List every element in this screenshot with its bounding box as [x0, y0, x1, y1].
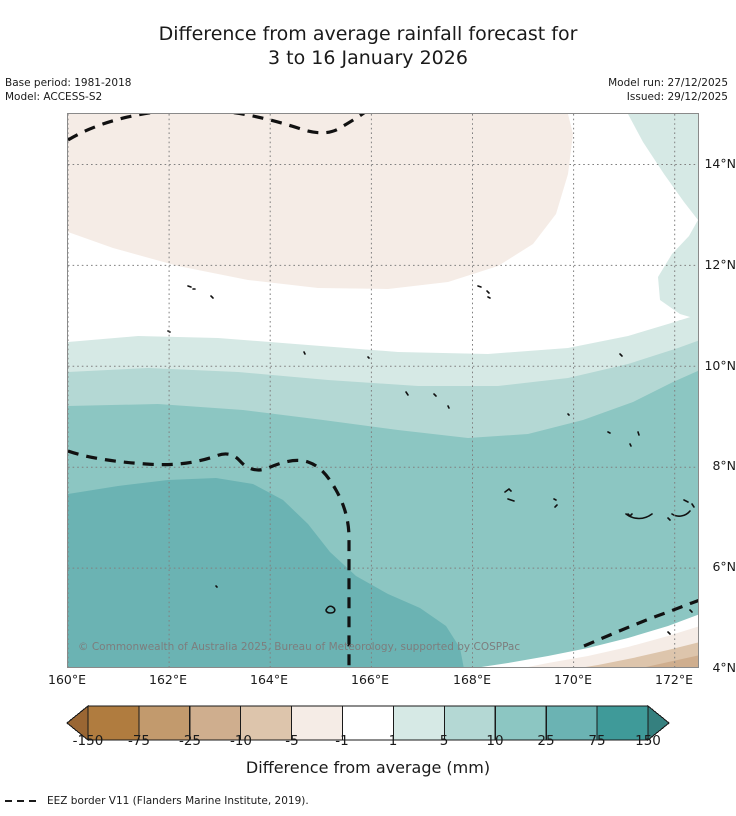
- eez-legend: EEZ border V11 (Flanders Marine Institut…: [5, 795, 309, 807]
- colorbar: [0, 700, 736, 746]
- colorbar-canvas: [66, 704, 670, 742]
- x-tick-168E: 168°E: [452, 672, 492, 687]
- region-north-east-slight-wet: [628, 114, 698, 320]
- model-label: Model: ACCESS-S2: [5, 91, 103, 103]
- y-tick-14N: 14°N: [704, 156, 736, 171]
- colorbar-tick--25: -25: [178, 733, 202, 749]
- colorbar-tick--5: -5: [285, 733, 299, 749]
- page-title-line1: Difference from average rainfall forecas…: [158, 23, 578, 45]
- region-north-west-dry-anomaly: [68, 114, 573, 289]
- eez-border-line: [68, 114, 698, 667]
- eez-legend-label: EEZ border V11 (Flanders Marine Institut…: [47, 795, 309, 807]
- y-tick-10N: 10°N: [704, 358, 736, 373]
- y-tick-4N: 4°N: [712, 660, 736, 675]
- colorbar-band--5-to--1: [291, 705, 344, 741]
- y-tick-8N: 8°N: [712, 458, 736, 473]
- colorbar-tick-5: 5: [439, 733, 449, 749]
- region-south-east-dry-2: [585, 642, 698, 667]
- colorbar-band--150-to--75: [87, 705, 140, 741]
- y-tick-12N: 12°N: [704, 257, 736, 272]
- base-period-label: Base period: 1981-2018: [5, 77, 132, 89]
- colorbar-tick--10: -10: [229, 733, 253, 749]
- colorbar-band--25-to--10: [189, 705, 242, 741]
- colorbar-band-10-to-25: [494, 705, 547, 741]
- model-run-label: Model run: 27/12/2025: [608, 77, 728, 89]
- colorbar-band-75-to-150: [596, 705, 649, 741]
- issued-label: Issued: 29/12/2025: [626, 91, 728, 103]
- page-title-line2: 3 to 16 January 2026: [268, 47, 468, 69]
- map-canvas: [68, 114, 698, 667]
- x-tick-166E: 166°E: [350, 672, 390, 687]
- x-tick-164E: 164°E: [249, 672, 289, 687]
- region-south-west-wet-25-75: [68, 478, 464, 667]
- colorbar-band--75-to--25: [138, 705, 191, 741]
- colorbar-tick--150: -150: [72, 733, 104, 749]
- colorbar-tick--1: -1: [335, 733, 349, 749]
- map-credit: © Commonwealth of Australia 2025, Bureau…: [78, 641, 521, 653]
- rainfall-anomaly-map: [67, 113, 699, 668]
- colorbar-cap-high: [647, 704, 670, 742]
- dashed-line-icon: [5, 800, 41, 802]
- colorbar-axis-label: Difference from average (mm): [245, 758, 491, 777]
- x-tick-162E: 162°E: [148, 672, 188, 687]
- colorbar-tick-1: 1: [388, 733, 398, 749]
- island-coastlines: [167, 285, 695, 635]
- colorbar-tick-75: 75: [588, 733, 606, 749]
- map-gridlines: [68, 114, 698, 667]
- region-south-east-dry-3: [646, 655, 698, 667]
- x-tick-160E: 160°E: [47, 672, 87, 687]
- colorbar-band--1-to-1: [341, 705, 394, 741]
- colorbar-tick-10: 10: [486, 733, 504, 749]
- colorbar-tick-25: 25: [537, 733, 555, 749]
- x-tick-170E: 170°E: [553, 672, 593, 687]
- colorbar-band-1-to-5: [392, 705, 445, 741]
- y-tick-6N: 6°N: [712, 559, 736, 574]
- colorbar-tick-150: 150: [635, 733, 661, 749]
- colorbar-band--10-to--5: [240, 705, 293, 741]
- x-tick-172E: 172°E: [654, 672, 694, 687]
- colorbar-tick--75: -75: [127, 733, 151, 749]
- colorbar-band-5-to-10: [443, 705, 496, 741]
